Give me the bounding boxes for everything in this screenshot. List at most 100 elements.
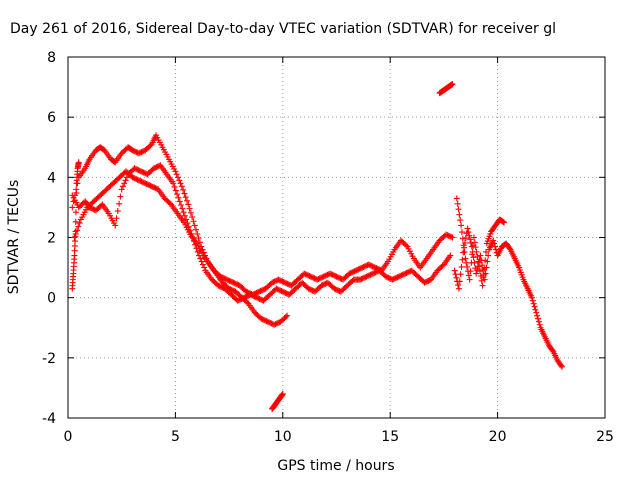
data-point-interp bbox=[227, 278, 234, 285]
data-point-interp bbox=[467, 239, 474, 246]
data-point-interp bbox=[248, 292, 255, 299]
data-point-interp bbox=[347, 269, 354, 276]
data-point-interp bbox=[199, 261, 206, 268]
data-point-interp bbox=[187, 209, 194, 216]
data-point-interp bbox=[250, 292, 257, 299]
data-point-interp bbox=[231, 280, 238, 287]
data-point-interp bbox=[222, 276, 229, 283]
data-point-interp bbox=[143, 170, 150, 177]
data-point bbox=[183, 216, 190, 223]
data-point-interp bbox=[361, 263, 368, 270]
data-point bbox=[559, 363, 566, 370]
data-point-interp bbox=[455, 206, 462, 213]
data-point-interp bbox=[147, 142, 154, 149]
axis-ticks bbox=[67, 56, 606, 419]
data-point bbox=[490, 237, 497, 244]
data-point-interp bbox=[133, 149, 140, 156]
data-point-interp bbox=[119, 183, 126, 190]
data-point-interp bbox=[446, 233, 453, 240]
data-point bbox=[468, 243, 475, 250]
data-point bbox=[69, 204, 76, 211]
data-point-interp bbox=[130, 174, 137, 181]
data-point-interp bbox=[144, 181, 151, 188]
data-point-interp bbox=[273, 320, 280, 327]
data-point-interp bbox=[181, 212, 188, 219]
data-point bbox=[451, 267, 458, 274]
data-point-interp bbox=[180, 186, 187, 193]
x-axis-label: GPS time / hours bbox=[277, 458, 394, 474]
data-point bbox=[449, 234, 456, 241]
data-point-interp bbox=[140, 169, 147, 176]
data-point-interp bbox=[308, 286, 315, 293]
data-point-interp bbox=[403, 242, 410, 249]
data-point-interp bbox=[150, 183, 157, 190]
data-point-interp bbox=[276, 277, 283, 284]
data-point-interp bbox=[532, 306, 539, 313]
data-point bbox=[150, 165, 157, 172]
data-point bbox=[466, 276, 473, 283]
data-point bbox=[327, 270, 334, 277]
data-point bbox=[473, 270, 480, 277]
data-point-interp bbox=[472, 244, 479, 251]
data-point-interp bbox=[479, 262, 486, 269]
data-point-interp bbox=[467, 236, 474, 243]
data-point bbox=[346, 270, 353, 277]
y-tick-labels: -4 -2 0 2 4 6 8 bbox=[42, 50, 56, 427]
data-point-interp bbox=[471, 239, 478, 246]
data-point bbox=[370, 270, 377, 277]
data-point-interp bbox=[367, 271, 374, 278]
data-point-interp bbox=[506, 245, 513, 252]
data-point bbox=[223, 276, 230, 283]
data-point-interp bbox=[196, 239, 203, 246]
data-point-interp bbox=[201, 264, 208, 271]
data-point-interp bbox=[180, 209, 187, 216]
y-tick-label: -2 bbox=[42, 351, 56, 367]
data-point-interp bbox=[283, 280, 290, 287]
data-point-interp bbox=[234, 281, 241, 288]
data-point bbox=[264, 318, 271, 325]
data-point bbox=[421, 279, 428, 286]
data-point-interp bbox=[318, 274, 325, 281]
data-point-interp bbox=[465, 272, 472, 279]
data-point bbox=[118, 186, 125, 193]
data-point-interp bbox=[321, 281, 328, 288]
data-point-interp bbox=[482, 270, 489, 277]
data-point-interp bbox=[466, 232, 473, 239]
data-point-interp bbox=[384, 274, 391, 281]
data-point-interp bbox=[272, 277, 279, 284]
data-point-interp bbox=[473, 248, 480, 255]
data-point-interp bbox=[278, 288, 285, 295]
data-point-interp bbox=[91, 206, 98, 213]
data-point-interp bbox=[369, 263, 376, 270]
data-point-interp bbox=[481, 265, 488, 272]
data-point-interp bbox=[371, 269, 378, 276]
data-point-interp bbox=[270, 279, 277, 286]
data-point-interp bbox=[400, 271, 407, 278]
data-point-interp bbox=[470, 242, 477, 249]
data-point-interp bbox=[534, 315, 541, 322]
data-point-interp bbox=[398, 272, 405, 279]
data-point-interp bbox=[183, 197, 190, 204]
data-point-interp bbox=[143, 180, 150, 187]
data-point-interp bbox=[476, 263, 483, 270]
data-point-interp bbox=[452, 271, 459, 278]
data-point-interp bbox=[275, 319, 282, 326]
data-point-interp bbox=[166, 200, 173, 207]
data-point-interp bbox=[98, 202, 105, 209]
data-point-interp bbox=[480, 274, 487, 281]
data-point-interp bbox=[456, 211, 463, 218]
data-point bbox=[271, 321, 278, 328]
data-point-interp bbox=[465, 229, 472, 236]
data-point-interp bbox=[256, 295, 263, 302]
data-point bbox=[318, 282, 325, 289]
data-point bbox=[185, 201, 192, 208]
data-point-interp bbox=[232, 280, 239, 287]
data-point-interp bbox=[364, 273, 371, 280]
data-point bbox=[275, 276, 282, 283]
data-point-interp bbox=[74, 227, 81, 234]
data-point-interp bbox=[258, 287, 265, 294]
data-point-interp bbox=[458, 229, 465, 236]
data-point-interp bbox=[530, 300, 537, 307]
data-point-interp bbox=[89, 205, 96, 212]
